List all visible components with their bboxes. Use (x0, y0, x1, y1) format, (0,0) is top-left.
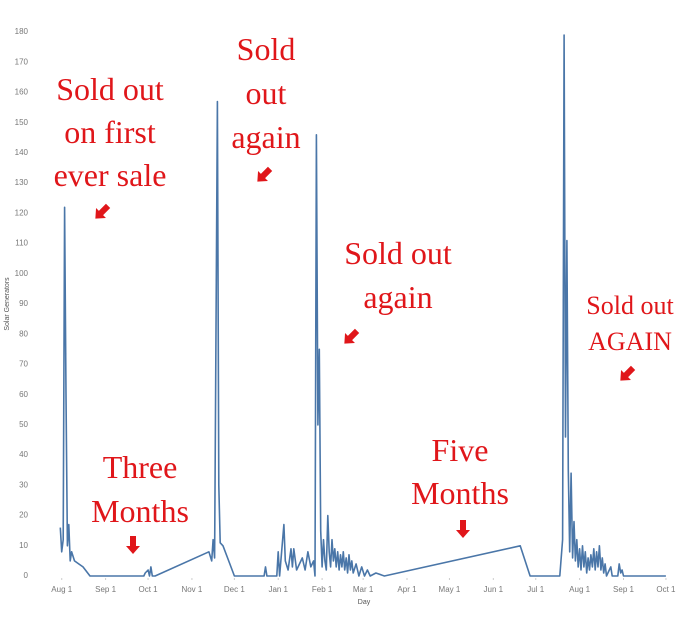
x-tick-label: Jun 1 (484, 585, 504, 594)
x-tick-label: Oct 1 (656, 585, 676, 594)
annotation: Months (411, 475, 509, 511)
y-tick-label: 10 (19, 541, 28, 550)
data-line (59, 34, 666, 577)
annotation: Sold (237, 31, 296, 67)
x-tick-label: Oct 1 (138, 585, 158, 594)
annotation: out (246, 75, 287, 111)
x-tick-label: Dec 1 (224, 585, 245, 594)
x-tick-label: Aug 1 (51, 585, 72, 594)
y-axis-label: Solar Generators (4, 277, 11, 331)
annotation: AGAIN (588, 327, 672, 356)
annotation-arrow (126, 536, 140, 554)
annotation: Five (432, 432, 489, 468)
y-tick-label: 130 (15, 178, 29, 187)
x-tick-label: Sep 1 (95, 585, 116, 594)
y-tick-label: 30 (19, 480, 28, 489)
y-tick-label: 0 (24, 571, 29, 580)
x-tick-label: Feb 1 (312, 585, 333, 594)
annotation-arrow (456, 520, 470, 538)
annotation: on first (64, 114, 156, 150)
x-tick-label: Sep 1 (613, 585, 634, 594)
annotation-arrow (257, 166, 273, 182)
x-tick-label: May 1 (439, 585, 461, 594)
x-tick-label: Jul 1 (527, 585, 544, 594)
y-tick-label: 160 (15, 88, 29, 97)
x-tick-label: Jan 1 (268, 585, 288, 594)
y-tick-label: 50 (19, 420, 28, 429)
x-tick-label: Nov 1 (181, 585, 202, 594)
y-tick-label: 20 (19, 511, 28, 520)
x-tick-label: Mar 1 (353, 585, 374, 594)
x-tick-label: Apr 1 (397, 585, 417, 594)
y-tick-label: 180 (15, 27, 29, 36)
y-tick-label: 80 (19, 329, 28, 338)
y-tick-label: 90 (19, 299, 28, 308)
annotation-arrow (620, 365, 636, 381)
y-tick-label: 100 (15, 269, 29, 278)
x-axis-label: Day (358, 599, 371, 606)
annotation: Sold out (586, 291, 674, 320)
annotation: again (363, 279, 432, 315)
y-tick-label: 150 (15, 118, 29, 127)
annotation-arrow (95, 203, 111, 219)
y-tick-label: 140 (15, 148, 29, 157)
annotation: ever sale (54, 157, 167, 193)
annotation: Sold out (344, 235, 452, 271)
y-tick-label: 40 (19, 450, 28, 459)
x-tick-label: Aug 1 (569, 585, 590, 594)
annotation-arrow (344, 328, 360, 344)
y-tick-label: 70 (19, 360, 28, 369)
annotation: again (231, 119, 300, 155)
annotation: Sold out (56, 71, 164, 107)
y-tick-label: 110 (15, 239, 28, 248)
y-tick-label: 120 (15, 208, 29, 217)
y-tick-label: 170 (15, 57, 29, 66)
annotation: Three (103, 449, 178, 485)
annotation: Months (91, 493, 189, 529)
y-tick-label: 60 (19, 390, 28, 399)
